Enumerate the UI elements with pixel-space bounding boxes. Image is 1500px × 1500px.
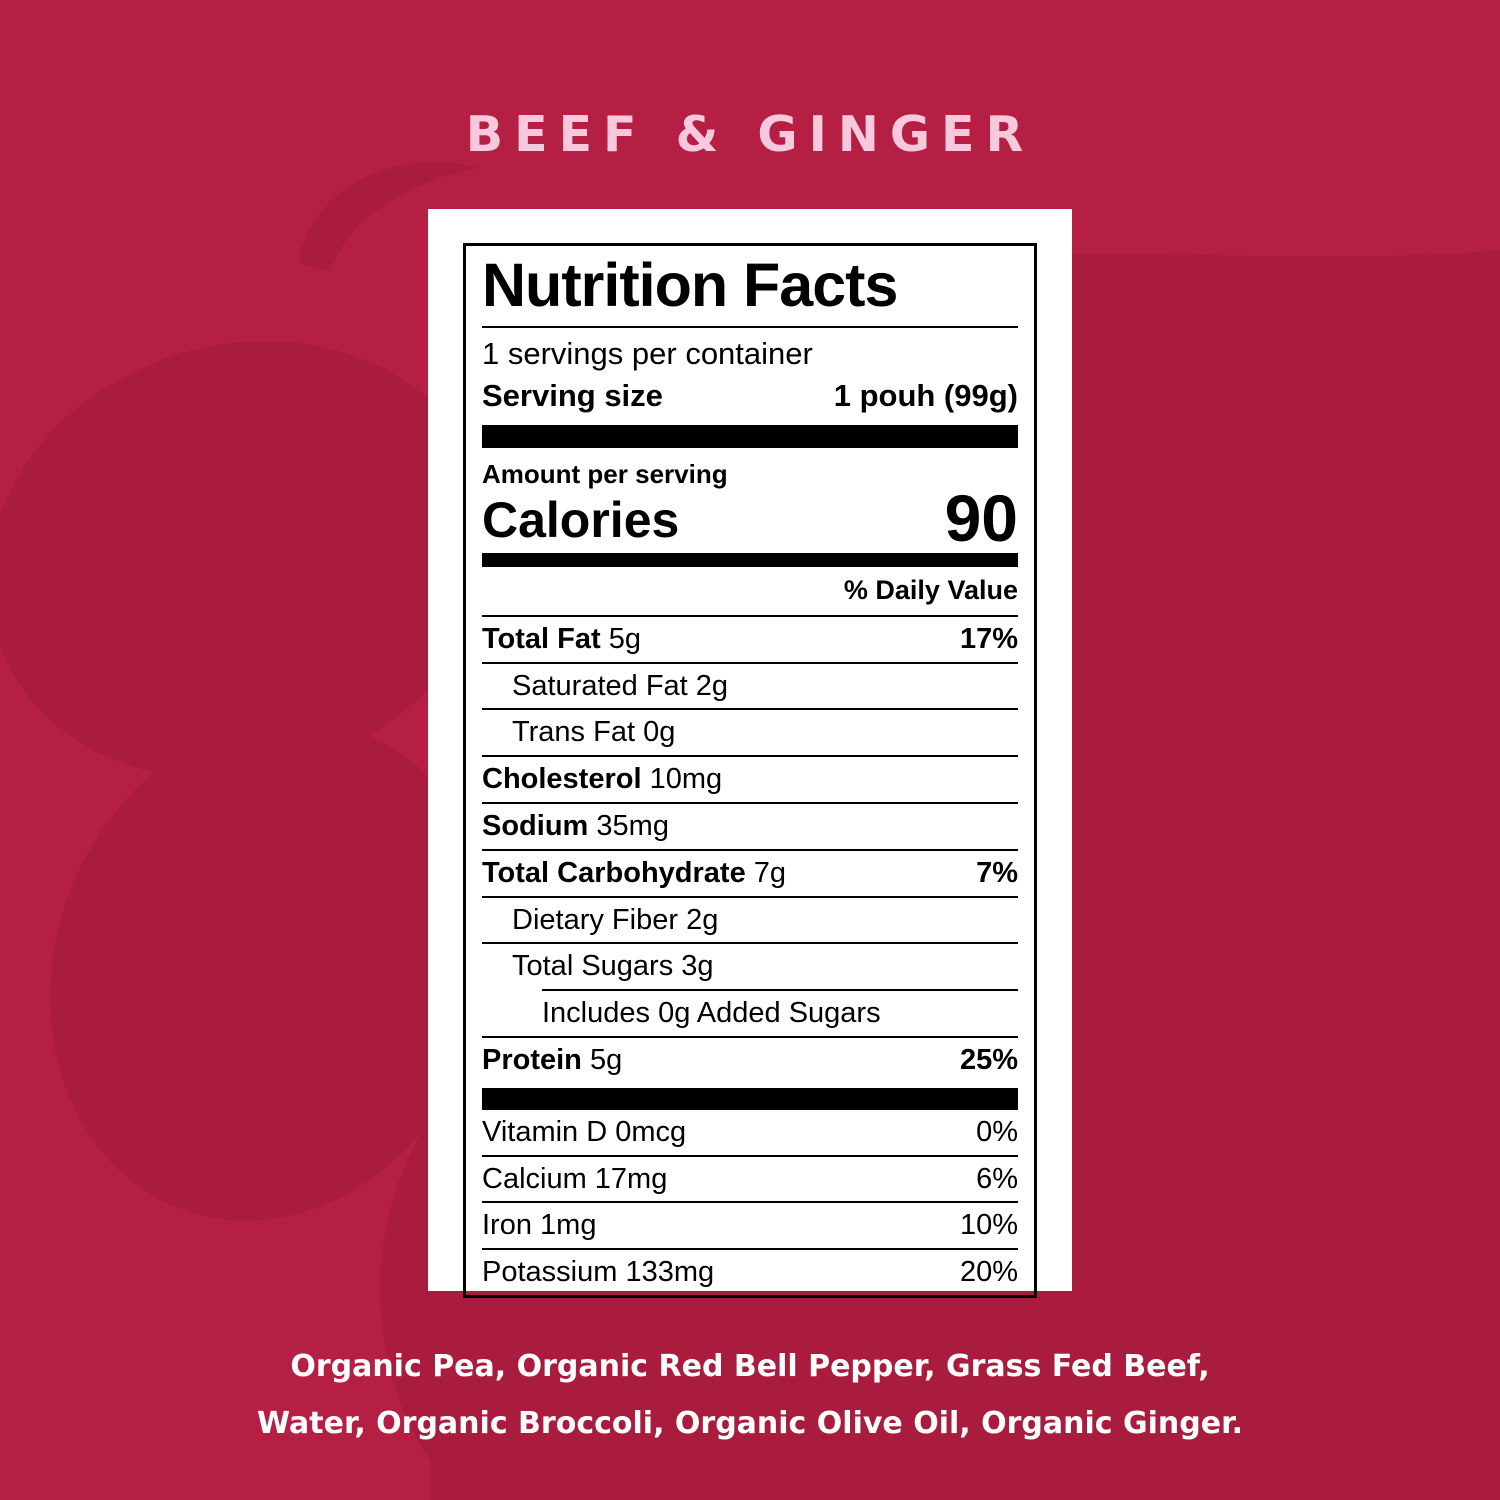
nutrient-percent: 17% [959,622,1018,655]
nutrient-name: Total Sugars 3g [512,950,714,983]
micronutrient-name: Vitamin D 0mcg [482,1115,687,1148]
separator-bar-thick [482,425,1018,449]
nutrient-row: Trans Fat 0g [482,708,1018,755]
serving-size-row: Serving size 1 pouh (99g) [482,375,1018,426]
nutrient-name: Trans Fat 0g [512,716,676,749]
nutrient-row: Total Sugars 3g [482,942,1018,989]
separator-bar-medium [482,552,1018,567]
serving-size-label: Serving size [482,377,663,413]
micronutrient-percent: 10% [959,1209,1018,1242]
added-sugars-divider [542,989,1018,992]
micronutrient-row: Vitamin D 0mcg 0% [482,1110,1018,1155]
nutrient-name: Protein 5g [482,1043,623,1076]
micronutrient-name: Iron 1mg [482,1209,597,1242]
micronutrient-row: Calcium 17mg 6% [482,1154,1018,1202]
heading-divider [482,325,1018,328]
cow-horn-shape [298,161,478,272]
nutrition-facts-label: Nutrition Facts 1 servings per container… [463,243,1037,1298]
cow-shoulder-shape [0,340,492,780]
nutrition-card: Nutrition Facts 1 servings per container… [428,209,1072,1298]
separator-bar-thick [482,1087,1018,1110]
nutrient-name: Includes 0g Added Sugars [542,997,881,1030]
nutrient-row: Saturated Fat 2g [482,661,1018,709]
nutrient-row: Includes 0g Added Sugars [482,991,1018,1036]
nutrient-name: Saturated Fat 2g [512,669,729,702]
servings-per-container: 1 servings per container [482,335,813,371]
amount-per-serving-label: Amount per serving [482,459,728,490]
nutrient-row: Protein 5g 25% [482,1035,1018,1083]
calories-value: 90 [944,480,1018,555]
calories-row: Calories 90 [482,480,1018,555]
micronutrient-percent: 20% [959,1256,1018,1289]
nutrient-name: Total Fat 5g [482,622,642,655]
micronutrient-row: Potassium 133mg 20% [482,1248,1018,1295]
micronutrient-row: Iron 1mg 10% [482,1201,1018,1248]
nutrient-row: Sodium 35mg [482,801,1018,849]
nutrient-name: Total Carbohydrate 7g [482,856,787,889]
nutrient-row: Total Carbohydrate 7g 7% [482,848,1018,896]
nutrient-row: Dietary Fiber 2g [482,895,1018,943]
cow-knee-shape [49,719,491,1221]
nutrient-percent: 7% [976,856,1018,889]
ingredients-text: Organic Pea, Organic Red Bell Pepper, Gr… [256,1349,1243,1441]
nutrient-row: Total Fat 5g 17% [482,614,1018,662]
nutrient-name: Sodium 35mg [482,809,669,842]
serving-size-value: 1 pouh (99g) [833,377,1018,413]
micronutrient-percent: 6% [976,1162,1018,1195]
nutrition-facts-heading: Nutrition Facts [482,251,898,319]
daily-value-header: % Daily Value [843,574,1018,605]
nutrient-name: Dietary Fiber 2g [512,903,719,936]
nutrient-row: Cholesterol 10mg [482,755,1018,802]
micronutrient-percent: 0% [976,1115,1018,1148]
micronutrient-name: Calcium 17mg [482,1162,668,1195]
micronutrient-name: Potassium 133mg [482,1256,715,1289]
flavor-title: BEEF & GINGER [465,106,1035,163]
calories-label: Calories [482,491,680,548]
nutrient-name: Cholesterol 10mg [482,763,723,796]
nutrient-percent: 25% [959,1043,1018,1076]
